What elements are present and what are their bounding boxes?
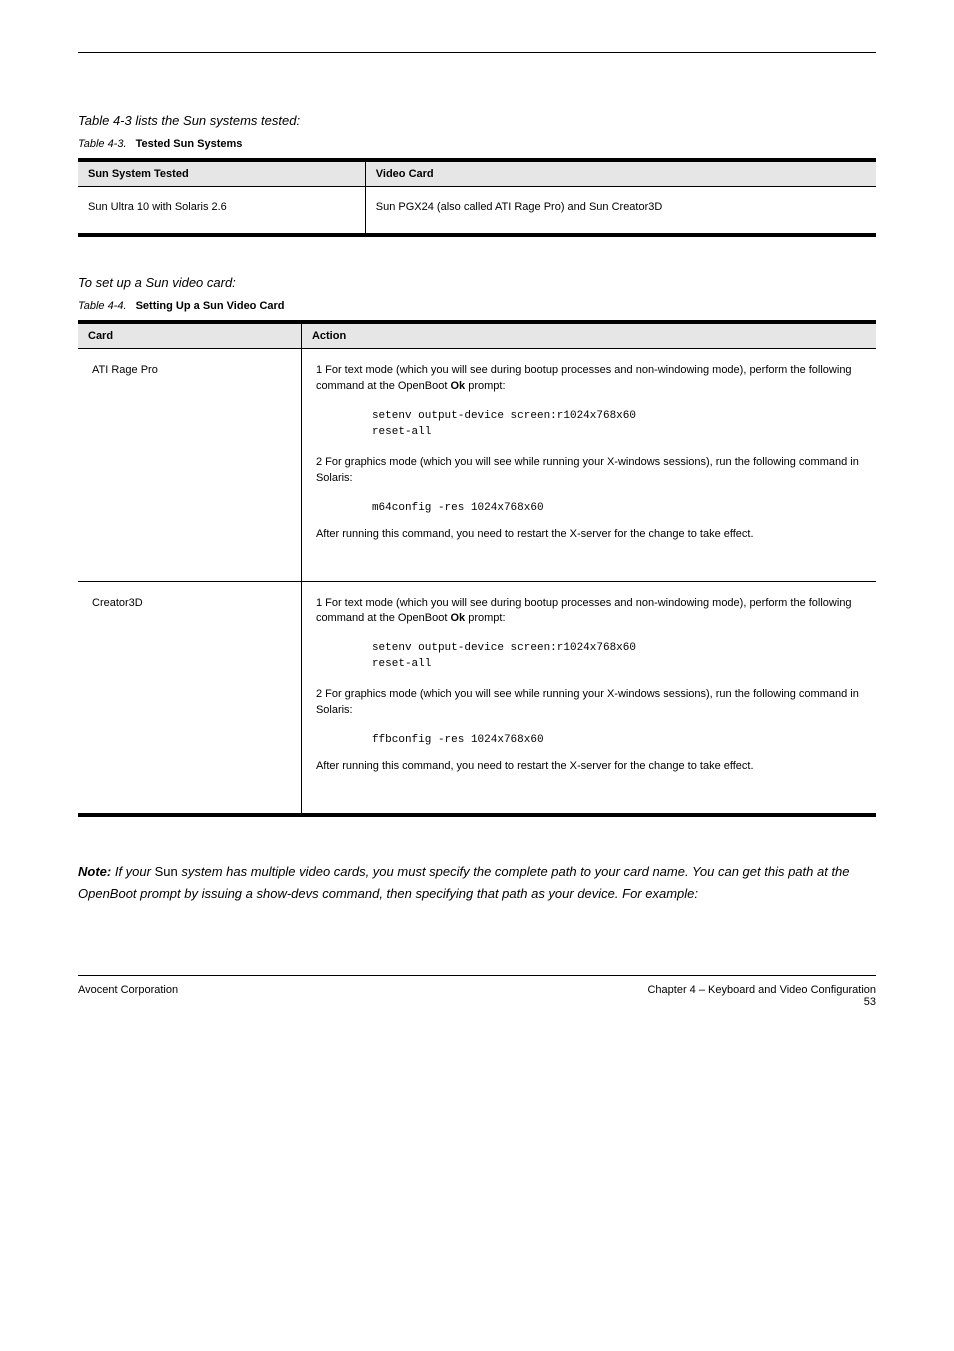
table-sub-caption: Table 4-4. Setting Up a Sun Video Card	[78, 300, 876, 312]
table-row: Sun Ultra 10 with Solaris 2.6 Sun PGX24 …	[78, 187, 876, 236]
step-note: After running this command, you need to …	[316, 527, 862, 543]
table-video-card-setup: Card Action ATI Rage Pro 1 For text mode…	[78, 320, 876, 817]
ok-prompt: Ok	[450, 612, 465, 624]
code-block: setenv output-device screen:r1024x768x60…	[372, 641, 862, 673]
table-sub-caption-num: Table 4-4.	[78, 300, 127, 312]
cell-system: Sun Ultra 10 with Solaris 2.6	[78, 187, 365, 236]
table-tested-systems: Sun System Tested Video Card Sun Ultra 1…	[78, 158, 876, 237]
sub-intro: To set up a Sun video card:	[78, 275, 876, 290]
step1b: prompt:	[465, 380, 505, 392]
top-rule	[78, 52, 876, 53]
table-main-caption-num: Table 4-3.	[78, 138, 127, 150]
intro-label: Table 4-3 lists the Sun systems tested:	[78, 113, 876, 128]
footer-page-number: 53	[647, 996, 876, 1008]
note-block: Note: If your Sun system has multiple vi…	[78, 861, 876, 905]
cell-action-creator3d: 1 For text mode (which you will see duri…	[301, 581, 876, 815]
step-note: After running this command, you need to …	[316, 759, 862, 775]
footer-chapter: Chapter 4 – Keyboard and Video Configura…	[647, 984, 876, 996]
cell-action-ati: 1 For text mode (which you will see duri…	[301, 349, 876, 582]
step1b: prompt:	[465, 612, 505, 624]
col-card: Card	[78, 322, 301, 349]
cell-card-creator3d: Creator3D	[78, 581, 301, 815]
table-row: Sun System Tested Video Card	[78, 160, 876, 187]
note-brand: Sun	[155, 864, 178, 879]
table-main-caption-text: Tested Sun Systems	[136, 138, 243, 150]
cell-cards: Sun PGX24 (also called ATI Rage Pro) and…	[365, 187, 876, 236]
col-system: Sun System Tested	[78, 160, 365, 187]
cell-card-ati: ATI Rage Pro	[78, 349, 301, 582]
table-row: ATI Rage Pro 1 For text mode (which you …	[78, 349, 876, 582]
step-text: 1 For text mode (which you will see duri…	[316, 596, 862, 628]
page: Table 4-3 lists the Sun systems tested: …	[0, 0, 954, 1048]
step1a: 1 For text mode (which you will see duri…	[316, 364, 852, 392]
step-text: 2 For graphics mode (which you will see …	[316, 687, 862, 719]
ok-prompt: Ok	[450, 380, 465, 392]
table-row: Card Action	[78, 322, 876, 349]
code-block: ffbconfig -res 1024x768x60	[372, 733, 862, 749]
col-action: Action	[301, 322, 876, 349]
note-lead: Note:	[78, 864, 111, 879]
step1a: 1 For text mode (which you will see duri…	[316, 597, 852, 625]
footer-right: Chapter 4 – Keyboard and Video Configura…	[647, 984, 876, 1008]
table-sub-caption-text: Setting Up a Sun Video Card	[136, 300, 285, 312]
step-text: 1 For text mode (which you will see duri…	[316, 363, 862, 395]
code-block: setenv output-device screen:r1024x768x60…	[372, 409, 862, 441]
note-body-a: If your	[115, 864, 155, 879]
col-videocard: Video Card	[365, 160, 876, 187]
page-footer: Avocent Corporation Chapter 4 – Keyboard…	[78, 975, 876, 1008]
table-main-caption: Table 4-3. Tested Sun Systems	[78, 138, 876, 150]
table-row: Creator3D 1 For text mode (which you wil…	[78, 581, 876, 815]
footer-left: Avocent Corporation	[78, 984, 178, 1008]
step-text: 2 For graphics mode (which you will see …	[316, 455, 862, 487]
code-block: m64config -res 1024x768x60	[372, 501, 862, 517]
note-body-b: system has multiple video cards, you mus…	[78, 864, 850, 901]
